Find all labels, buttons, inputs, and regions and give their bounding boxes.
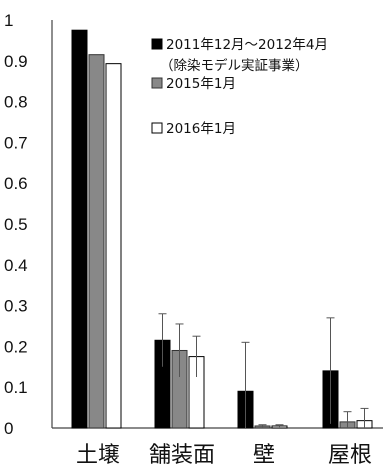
y-tick-label: 0.9: [4, 52, 28, 71]
legend: 2011年12月～2012年4月 （除染モデル実証事業） 2015年1月 201…: [151, 37, 328, 137]
y-tick-label: 0.1: [4, 378, 28, 397]
y-tick-labels: 0 0.1 0.2 0.3 0.4 0.5 0.6 0.7 0.8 0.9 1: [4, 11, 28, 438]
y-tick-label: 0.5: [4, 215, 28, 234]
y-tick-label: 0.3: [4, 297, 28, 316]
legend-label-series-1: 2011年12月～2012年4月: [166, 37, 328, 53]
legend-label-series-1-line2: （除染モデル実証事業）: [160, 57, 309, 74]
error-bars: [158, 313, 369, 428]
legend-swatch-series-2: [151, 77, 163, 89]
y-tick-label: 1: [4, 11, 13, 30]
y-tick-label: 0: [4, 419, 13, 438]
legend-label-series-3: 2016年1月: [166, 121, 236, 137]
legend-item-series-1: 2011年12月～2012年4月 （除染モデル実証事業）: [151, 37, 328, 74]
x-tick-label: 屋根: [328, 443, 372, 468]
x-tick-label: 土壌: [76, 443, 120, 468]
x-tick-labels: 土壌 舗装面 壁 屋根: [76, 443, 372, 468]
y-tick-label: 0.4: [4, 256, 28, 275]
y-tick-label: 0.8: [4, 93, 28, 112]
y-tick-label: 0.2: [4, 337, 28, 356]
x-tick-label: 舗装面: [149, 443, 215, 468]
legend-label-series-2: 2015年1月: [166, 76, 236, 92]
legend-item-series-3: 2016年1月: [151, 121, 236, 137]
legend-item-series-2: 2015年1月: [151, 76, 236, 92]
bar-series-1-0: [71, 29, 88, 429]
legend-swatch-series-1: [151, 38, 163, 50]
bar-series-2-0: [88, 54, 105, 429]
bar-series-3-0: [105, 63, 122, 429]
y-tick-label: 0.6: [4, 174, 28, 193]
x-tick-label: 壁: [253, 443, 275, 468]
legend-swatch-series-3: [151, 122, 163, 134]
y-tick-label: 0.7: [4, 133, 28, 152]
